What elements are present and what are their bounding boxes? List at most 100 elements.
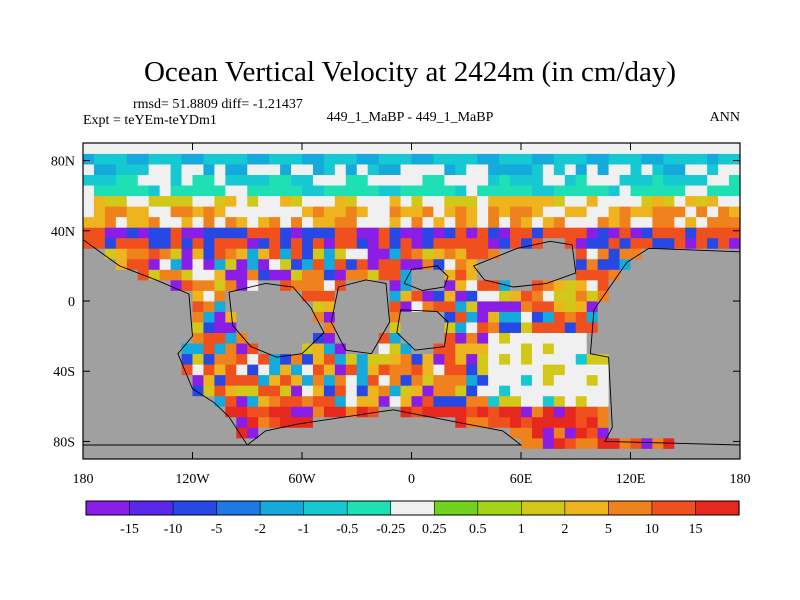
coastline [396, 309, 449, 351]
field-cell [466, 416, 478, 428]
field-cell [575, 364, 588, 376]
land-cell [619, 269, 631, 281]
land-cell [236, 290, 248, 302]
land-cell [181, 322, 193, 333]
field-cell [312, 195, 325, 207]
coastline [330, 279, 391, 355]
field-cell [323, 153, 336, 165]
land-cell [83, 395, 95, 407]
field-cell [433, 237, 445, 249]
land-cell [696, 427, 708, 439]
field-cell [531, 353, 544, 365]
field-cell [597, 227, 609, 239]
land-cell [269, 290, 281, 302]
field-cell [302, 164, 314, 175]
coastline [228, 282, 325, 358]
field-cell [192, 195, 204, 207]
field-cell [433, 206, 445, 218]
field-cell [510, 353, 522, 365]
field-cell [170, 269, 182, 281]
field-cell [553, 322, 566, 333]
field-cell [597, 153, 609, 165]
field-cell [411, 353, 423, 365]
land-cell [356, 448, 369, 459]
land-cell [718, 311, 730, 323]
field-cell [345, 248, 358, 260]
field-cell [400, 206, 412, 218]
coastline [403, 265, 449, 291]
land-cell [696, 406, 708, 418]
land-cell [466, 448, 478, 459]
land-cell [104, 416, 117, 428]
field-cell [258, 153, 270, 165]
field-cell [214, 216, 226, 228]
land-cell [630, 406, 642, 418]
land-cell [170, 332, 182, 344]
field-cell [674, 174, 686, 186]
field-cell [203, 174, 215, 186]
land-cell [729, 364, 740, 376]
field-cell [214, 290, 226, 302]
field-cell [159, 216, 171, 228]
field-cell [575, 301, 588, 312]
colorbar-swatch [521, 500, 566, 516]
land-cell [367, 427, 380, 439]
field-cell [312, 206, 325, 218]
field-cell [542, 301, 555, 312]
land-cell [378, 406, 390, 418]
field-cell [126, 143, 139, 154]
field-cell [455, 279, 467, 291]
field-cell [729, 185, 740, 197]
field-cell [389, 174, 401, 186]
land-cell [521, 248, 533, 260]
land-cell [542, 269, 555, 281]
field-cell [696, 227, 708, 239]
field-cell [586, 206, 599, 218]
field-cell [247, 269, 259, 281]
field-cell [411, 143, 423, 154]
field-cell [477, 395, 489, 407]
land-cell [323, 437, 336, 449]
field-cell [444, 385, 456, 397]
land-cell [137, 374, 150, 386]
field-cell [247, 406, 259, 418]
field-cell [564, 143, 577, 154]
field-cell [356, 248, 369, 260]
field-cell [258, 385, 270, 397]
land-cell [729, 343, 740, 355]
land-cell [170, 311, 182, 323]
y-tick-label: 40S [53, 365, 75, 380]
field-cell [269, 395, 281, 407]
field-cell [477, 248, 489, 260]
field-cell [181, 164, 193, 175]
field-cell [696, 206, 708, 218]
field-cell [553, 416, 566, 428]
field-cell [674, 206, 686, 218]
land-cell [181, 437, 193, 449]
field-cell [455, 332, 467, 344]
land-cell [444, 416, 456, 428]
land-cell [269, 448, 281, 459]
field-cell [444, 279, 456, 291]
field-cell [455, 174, 467, 186]
land-cell [685, 343, 697, 355]
land-cell [575, 448, 588, 459]
field-cell [608, 174, 620, 186]
land-cell [83, 343, 95, 355]
field-cell [181, 185, 193, 197]
field-cell [247, 427, 259, 439]
field-cell [586, 143, 599, 154]
field-cell [444, 227, 456, 239]
land-cell [663, 364, 675, 376]
land-cell [225, 290, 237, 302]
field-cell [488, 174, 500, 186]
field-cell [411, 227, 423, 239]
field-cell [586, 227, 599, 239]
field-cell [312, 164, 325, 175]
land-cell [553, 258, 566, 270]
land-cell [93, 353, 106, 365]
field-cell [148, 237, 161, 249]
field-cell [137, 237, 150, 249]
colorbar-swatch [477, 500, 522, 516]
field-cell [608, 143, 620, 154]
